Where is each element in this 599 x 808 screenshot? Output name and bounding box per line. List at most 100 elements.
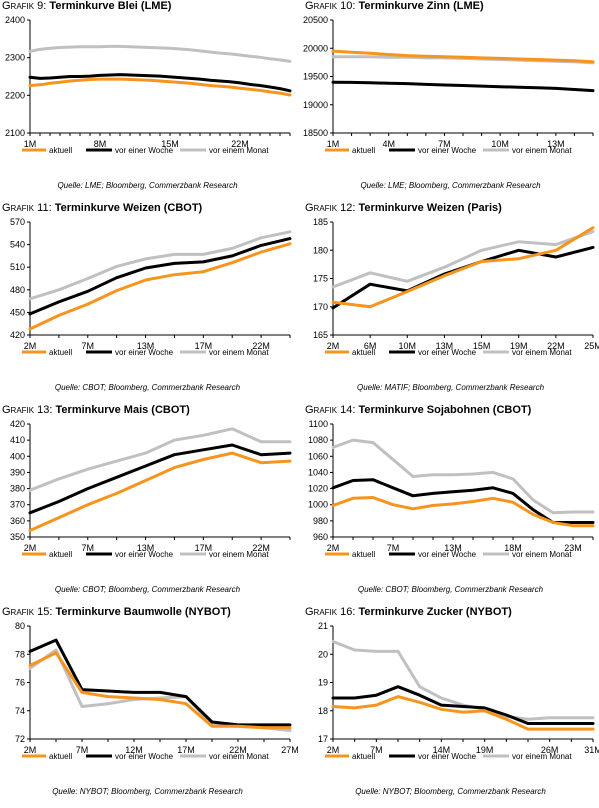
y-tick-label: 78 <box>15 649 25 659</box>
series-line-1 <box>28 443 292 515</box>
y-tick-label: 400 <box>10 451 25 461</box>
legend-label: aktuell <box>352 550 375 559</box>
x-tick-label: 7M <box>76 745 89 755</box>
chart-title: Grafik 15: Terminkurve Baumwolle (NYBOT) <box>2 606 231 618</box>
y-tick-label: 480 <box>10 285 25 295</box>
chart-title: Grafik 16: Terminkurve Zucker (NYBOT) <box>305 606 512 618</box>
y-tick-label: 2400 <box>5 15 25 25</box>
chart-source: Quelle: NYBOT; Bloomberg, Commerzbank Re… <box>355 787 546 796</box>
legend-label: vor einem Monat <box>512 146 572 155</box>
legend-label: vor einer Woche <box>418 348 477 357</box>
x-tick-label: 7M <box>82 543 95 553</box>
x-tick-label: 22M <box>231 139 249 149</box>
chart-panel-g16: Grafik 16: Terminkurve Zucker (NYBOT) 17 1… <box>303 606 599 808</box>
y-tick-label: 2300 <box>5 53 25 63</box>
chart-number: Grafik 9: <box>2 0 47 12</box>
x-tick-label: 25M <box>584 341 599 351</box>
chart-panel-g11: Grafik 11: Terminkurve Weizen (CBOT) 420 4… <box>0 202 300 404</box>
y-tick-label: 165 <box>313 330 328 340</box>
x-tick-label: 13M <box>137 341 155 351</box>
x-tick-label: 22M <box>229 745 247 755</box>
y-tick-label: 1080 <box>308 435 328 445</box>
legend-label: vor einer Woche <box>418 752 477 761</box>
legend-label: vor einem Monat <box>209 348 269 357</box>
x-tick-label: 7M <box>438 139 451 149</box>
series-line-0 <box>28 451 292 532</box>
legend-label: vor einer Woche <box>418 550 477 559</box>
y-tick-label: 1020 <box>308 484 328 494</box>
chart-panel-g9: Grafik 9: Terminkurve Blei (LME) 2100 2200… <box>0 0 300 202</box>
chart-title-text: Terminkurve Weizen (CBOT) <box>54 202 203 214</box>
chart-source: Quelle: CBOT; Bloomberg, Commerzbank Res… <box>54 585 241 594</box>
series-line-1 <box>331 80 595 93</box>
x-tick-label: 17M <box>195 341 213 351</box>
chart-title-text: Terminkurve Sojabohnen (CBOT) <box>358 404 532 416</box>
x-tick-label: 13M <box>444 543 462 553</box>
x-tick-label: 14M <box>433 745 451 755</box>
x-tick-label: 7M <box>82 341 95 351</box>
x-tick-label: 27M <box>281 745 299 755</box>
chart-number: Grafik 11: <box>2 202 52 214</box>
y-tick-label: 510 <box>10 262 25 272</box>
chart-title-text: Terminkurve Weizen (Paris) <box>358 202 502 214</box>
legend-label: vor einem Monat <box>209 550 269 559</box>
chart-source: Quelle: CBOT; Bloomberg, Commerzbank Res… <box>357 585 544 594</box>
series-line-0 <box>28 77 292 97</box>
legend-label: vor einem Monat <box>209 752 269 761</box>
chart-title-text: Terminkurve Zinn (LME) <box>358 0 484 12</box>
y-tick-label: 20500 <box>303 15 328 25</box>
line-chart: 165 170 175 180 185 2M 6M 10M 13M 15M 19M 22M 25M akt… <box>313 217 599 357</box>
chart-title: Grafik 14: Terminkurve Sojabohnen (CBOT) <box>305 404 531 416</box>
chart-number: Grafik 13: <box>2 404 53 416</box>
x-tick-label: 15M <box>161 139 179 149</box>
y-tick-label: 1060 <box>308 451 328 461</box>
x-tick-label: 7M <box>387 543 400 553</box>
series-line-2 <box>28 427 292 492</box>
x-tick-label: 13M <box>137 543 155 553</box>
series-line-1 <box>28 237 292 316</box>
x-tick-label: 19M <box>476 745 494 755</box>
legend-label: vor einer Woche <box>115 550 174 559</box>
chart-title-text: Terminkurve Zucker (NYBOT) <box>358 606 512 618</box>
x-tick-label: 6M <box>364 341 377 351</box>
chart-panel-g13: Grafik 13: Terminkurve Mais (CBOT) 350 360… <box>0 404 300 606</box>
chart-title-text: Terminkurve Baumwolle (NYBOT) <box>55 606 231 618</box>
series-line-0 <box>331 49 595 64</box>
y-tick-label: 185 <box>313 217 328 227</box>
x-tick-label: 8M <box>94 139 107 149</box>
y-tick-label: 1040 <box>308 467 328 477</box>
y-tick-label: 76 <box>15 678 25 688</box>
x-tick-label: 4M <box>382 139 395 149</box>
chart-title: Grafik 9: Terminkurve Blei (LME) <box>2 0 171 12</box>
x-tick-label: 10M <box>491 139 509 149</box>
x-tick-label: 1M <box>24 139 37 149</box>
chart-source: Quelle: NYBOT; Bloomberg, Commerzbank Re… <box>52 787 243 796</box>
x-tick-label: 13M <box>436 341 454 351</box>
chart-number: Grafik 16: <box>305 606 356 618</box>
series-line-1 <box>331 478 595 524</box>
y-tick-label: 540 <box>10 240 25 250</box>
chart-title: Grafik 11: Terminkurve Weizen (CBOT) <box>2 202 202 214</box>
x-tick-label: 2M <box>327 341 340 351</box>
x-tick-label: 2M <box>24 341 37 351</box>
x-tick-label: 10M <box>399 341 417 351</box>
chart-number: Grafik 10: <box>305 0 356 12</box>
chart-source: Quelle: LME; Bloomberg, Commerzbank Rese… <box>360 181 541 190</box>
chart-title-text: Terminkurve Mais (CBOT) <box>55 404 190 416</box>
y-tick-label: 180 <box>313 245 328 255</box>
y-tick-label: 450 <box>10 307 25 317</box>
y-tick-label: 2200 <box>5 90 25 100</box>
y-tick-label: 370 <box>10 500 25 510</box>
line-chart: 17 18 19 20 21 2M 7M 14M 19M 26M 31M aktuell vor ein… <box>318 621 599 761</box>
x-tick-label: 17M <box>177 745 195 755</box>
x-tick-label: 19M <box>510 341 528 351</box>
line-chart: 960 980 1000 1020 1040 1060 1080 1100 2M 7M 13M 18M… <box>308 419 595 559</box>
legend-label: vor einem Monat <box>512 752 572 761</box>
chart-title: Grafik 13: Terminkurve Mais (CBOT) <box>2 404 190 416</box>
y-tick-label: 20 <box>318 649 328 659</box>
x-tick-label: 12M <box>125 745 143 755</box>
y-tick-label: 170 <box>313 302 328 312</box>
series-line-0 <box>331 226 595 309</box>
y-tick-label: 380 <box>10 484 25 494</box>
y-tick-label: 1100 <box>309 419 328 429</box>
